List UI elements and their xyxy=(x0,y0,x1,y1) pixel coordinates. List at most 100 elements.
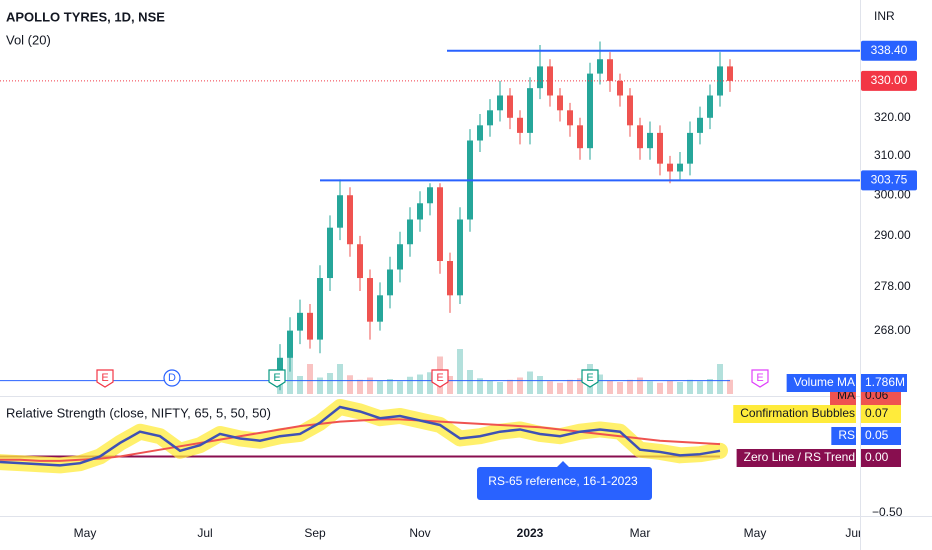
volume-bar xyxy=(707,379,713,394)
volume-bar xyxy=(727,379,733,394)
event-label: E xyxy=(586,372,593,384)
rs-title: Relative Strength (close, NIFTY, 65, 5, … xyxy=(6,405,271,420)
x-tick-label: Nov xyxy=(409,526,430,540)
level-label: 303.75 xyxy=(871,173,908,187)
legend-name: RS xyxy=(838,428,855,442)
candle-body xyxy=(307,312,313,340)
legend-value: 0.00 xyxy=(865,450,889,464)
event-label: D xyxy=(168,372,176,384)
x-tick: Mar xyxy=(630,526,651,540)
candle-body xyxy=(297,312,303,331)
candle-body xyxy=(647,132,653,149)
candle-body xyxy=(627,95,633,126)
price-layer xyxy=(277,41,733,391)
candle-body xyxy=(437,187,443,262)
volume-bar xyxy=(577,378,583,394)
volume-bar xyxy=(367,377,373,394)
event-badge xyxy=(163,369,181,387)
volume-bar xyxy=(557,382,563,394)
x-tick-label: Mar xyxy=(630,526,651,540)
candle-body xyxy=(457,219,463,296)
candle-body xyxy=(567,110,573,126)
candle-body xyxy=(367,278,373,322)
event-marker[interactable]: E xyxy=(431,369,449,388)
candle-body xyxy=(477,125,483,141)
candle-body xyxy=(597,59,603,74)
legend-name-bg xyxy=(736,449,856,467)
candle-body xyxy=(397,244,403,270)
legend-value-bg xyxy=(861,405,901,423)
legend-value: 1.786M xyxy=(865,375,905,389)
volume-bar xyxy=(307,364,313,394)
chart-title: APOLLO TYRES, 1D, NSE xyxy=(6,9,165,24)
event-marker[interactable]: E xyxy=(581,369,599,388)
level-tag xyxy=(861,170,917,191)
volume-bar xyxy=(667,380,673,394)
legend-value-bg xyxy=(861,374,907,392)
x-tick: Jul xyxy=(197,526,212,540)
event-marker[interactable]: D xyxy=(163,369,181,387)
annotation-box xyxy=(477,461,652,500)
volume-bar xyxy=(427,372,433,394)
x-tick-label: May xyxy=(74,526,97,540)
volume-bar xyxy=(467,370,473,394)
last-price-tag xyxy=(861,70,917,91)
event-marker[interactable]: E xyxy=(96,369,114,388)
last-price-label: 330.00 xyxy=(871,73,908,87)
candle-body xyxy=(557,95,563,111)
volume-bar xyxy=(607,380,613,394)
y-tick-label: 268.00 xyxy=(874,323,911,337)
event-label: E xyxy=(101,372,108,384)
volume-bar xyxy=(407,376,413,394)
y-tick-label: 300.00 xyxy=(874,187,911,201)
candle-body xyxy=(667,163,673,172)
event-marker[interactable]: E xyxy=(751,369,769,388)
candle-body xyxy=(317,278,323,340)
event-marker[interactable]: E xyxy=(268,369,286,388)
volume-bar xyxy=(547,381,553,394)
candle-body xyxy=(447,261,453,296)
volume-bar xyxy=(317,377,323,394)
volume-bar xyxy=(537,376,543,394)
volume-bar xyxy=(327,373,333,394)
volume-bar xyxy=(637,377,643,394)
candle-body xyxy=(617,80,623,96)
volume-bar xyxy=(457,349,463,394)
annotation-text: RS-65 reference, 16-1-2023 xyxy=(488,474,638,488)
volume-bar xyxy=(337,364,343,394)
candle-body xyxy=(417,203,423,220)
overlay: E D E E E E RS-65 reference, 16-1-2023 338.40 30… xyxy=(0,40,917,500)
rs-line xyxy=(0,405,721,467)
candle-body xyxy=(517,117,523,133)
x-tick: May xyxy=(74,526,97,540)
volume-bar xyxy=(487,380,493,394)
volume-layer xyxy=(0,341,733,394)
candle-body xyxy=(727,66,733,81)
currency: INR xyxy=(874,9,895,23)
candle-body xyxy=(587,73,593,149)
x-tick-label: Sep xyxy=(304,526,326,540)
y-tick-label: 320.00 xyxy=(874,110,911,124)
volume-bar xyxy=(397,381,403,394)
volume-bar xyxy=(567,379,573,394)
candle-body xyxy=(527,88,533,133)
legend-entry: Volume MA 1.786M xyxy=(786,374,907,392)
candle-body xyxy=(427,187,433,204)
volume-bar xyxy=(347,375,353,394)
volume-bar xyxy=(657,382,663,394)
candle-body xyxy=(537,66,543,89)
candle-body xyxy=(497,95,503,111)
candle-body xyxy=(677,163,683,172)
x-tick-label: Jul xyxy=(197,526,212,540)
legend-name: Confirmation Bubbles xyxy=(740,406,855,420)
event-badge xyxy=(581,369,599,388)
annotation: RS-65 reference, 16-1-2023 xyxy=(477,461,652,500)
x-tick: Jun xyxy=(845,526,860,540)
legend-value: 0.05 xyxy=(865,428,889,442)
rs-layer xyxy=(0,398,728,474)
volume-bar xyxy=(517,377,523,394)
level-label: 338.40 xyxy=(871,43,908,57)
event-label: E xyxy=(756,372,763,384)
